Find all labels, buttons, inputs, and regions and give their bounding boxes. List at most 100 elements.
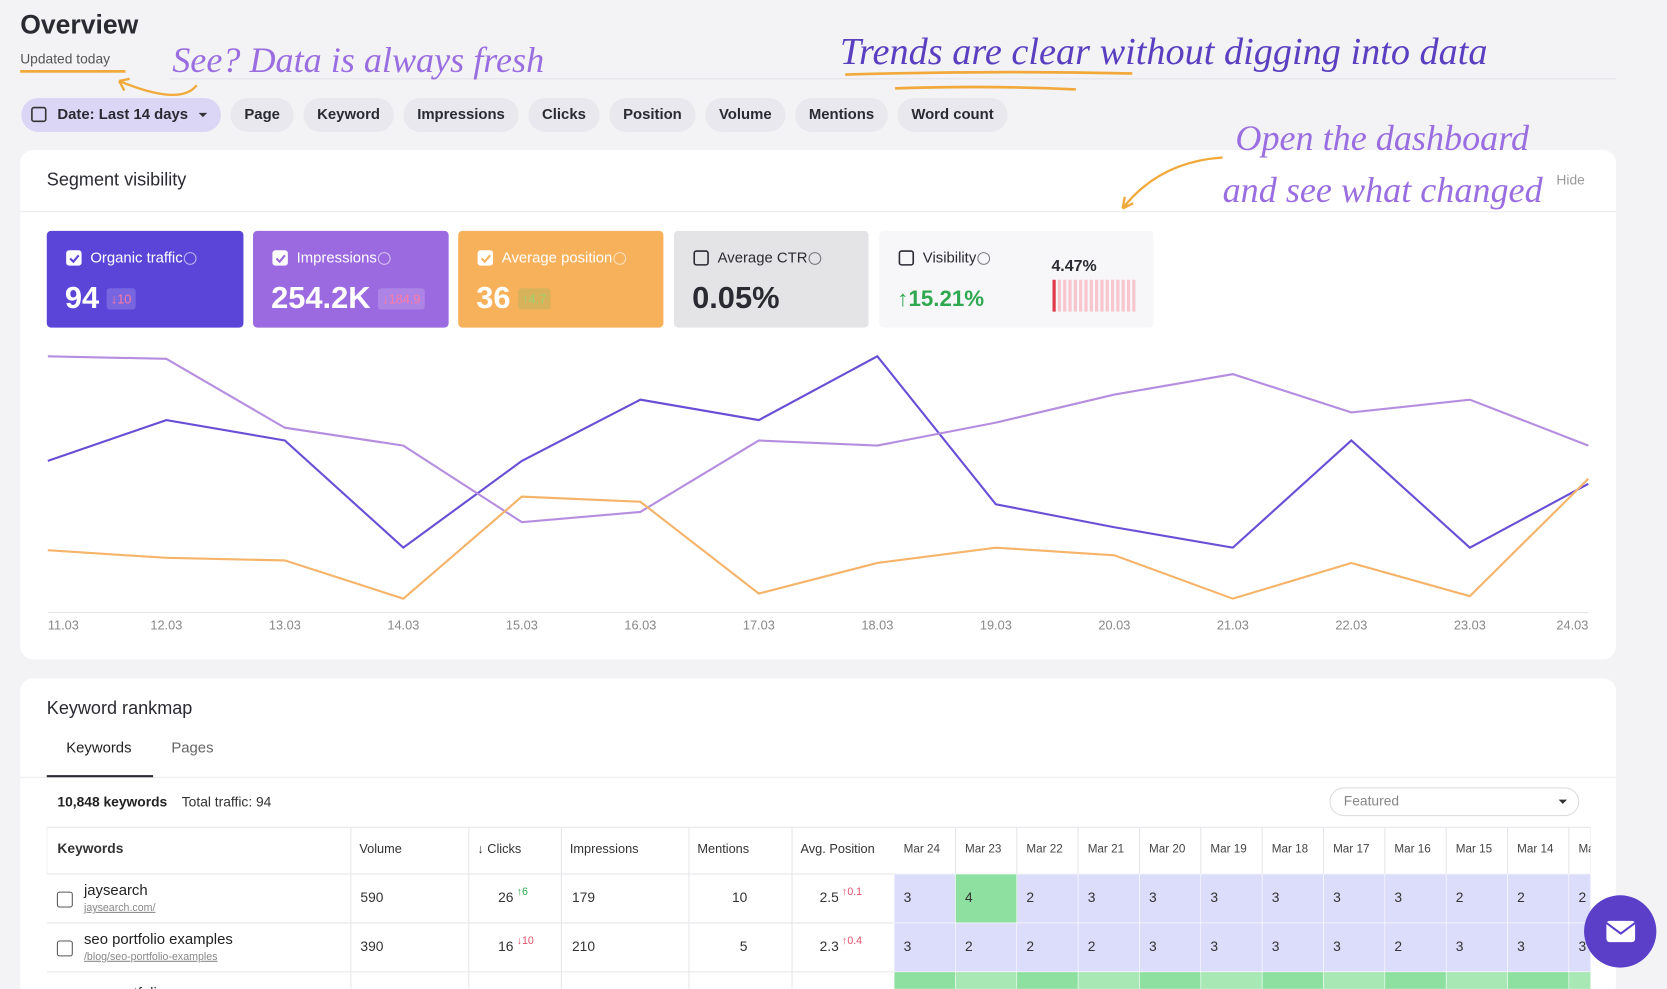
table: Keywords Volume ↓ Clicks Impressions Mention…	[46, 826, 1595, 989]
rank-value: 3	[1394, 889, 1402, 905]
checkbox[interactable]	[56, 891, 73, 908]
rank-value: 3	[1210, 938, 1218, 954]
checkbox[interactable]	[272, 250, 288, 266]
rank-value: 3	[1272, 938, 1280, 954]
x-tick-label: 22.03	[1335, 618, 1367, 633]
series-line	[47, 478, 1590, 600]
rank-value: 2	[1026, 938, 1034, 954]
sparkbar	[1073, 279, 1077, 312]
rank-cell	[1200, 922, 1263, 973]
rank-value: 3	[1333, 938, 1341, 954]
column-header[interactable]: Volume	[359, 841, 402, 856]
rank-cell	[1384, 971, 1447, 989]
filter-chip[interactable]	[21, 97, 222, 132]
delta-badge	[518, 288, 551, 310]
rank-value: 2	[1394, 938, 1402, 954]
date-header: Mar 17	[1333, 843, 1369, 856]
keyword[interactable]: seo portfolio examples	[84, 932, 233, 948]
filter-label: Date: Last 14 days	[57, 107, 188, 123]
date-header: Mar 24	[904, 843, 941, 856]
column-header[interactable]: Mentions	[697, 841, 749, 856]
filter-chip[interactable]	[303, 97, 394, 132]
cell: 590	[360, 889, 383, 905]
rank-value: 3	[1272, 889, 1280, 905]
checkbox[interactable]	[693, 250, 709, 266]
sort-label: Featured	[1344, 792, 1399, 808]
metric-card[interactable]	[458, 230, 664, 328]
filter-chip[interactable]	[795, 97, 888, 132]
column-header[interactable]: Keywords	[57, 840, 123, 856]
rank-value: 3	[1149, 889, 1157, 905]
chart: 11.03 12.03 13.03 14.03 15.03 16.03 17.03 18.03…	[47, 354, 1590, 633]
filter-chip[interactable]	[528, 97, 600, 132]
rank-value: 2	[965, 938, 973, 954]
filter-chip[interactable]	[403, 97, 519, 132]
rank-cell	[1445, 922, 1508, 973]
metric-label: Average CTR	[718, 250, 808, 266]
metric-label: Average position	[502, 250, 613, 266]
hide-toggle[interactable]: Hide	[1556, 172, 1585, 188]
card-title: Keyword rankmap	[47, 698, 193, 718]
keyword-url[interactable]: jaysearch.com/	[83, 902, 155, 914]
metric-delta: ↓184.9	[382, 291, 420, 306]
help-icon	[377, 252, 391, 265]
x-tick-label: 19.03	[980, 618, 1012, 633]
keyword[interactable]: seo portfolio	[84, 986, 165, 989]
cell-delta: ↑0.1	[842, 886, 862, 898]
keyword-url[interactable]: /blog/seo-portfolio-examples	[84, 951, 217, 963]
rank-value: 3	[1333, 889, 1341, 905]
cell-delta: ↑0.4	[842, 935, 862, 947]
annotation: See? Data is always fresh	[172, 40, 544, 80]
cell: 5	[740, 938, 748, 954]
checkbox[interactable]	[477, 250, 494, 266]
help-icon	[977, 252, 991, 265]
sparkbar	[1079, 279, 1083, 312]
tab[interactable]: Pages	[171, 741, 213, 757]
rank-cell	[1445, 873, 1508, 924]
checkbox[interactable]	[66, 250, 82, 266]
annotation: and see what changed	[1223, 170, 1544, 210]
metric-value: 94	[65, 280, 99, 315]
metric-value: ↑15.21%	[897, 286, 984, 311]
annotation: Trends are clear without digging into da…	[840, 31, 1488, 73]
checkbox[interactable]	[898, 250, 915, 266]
rank-cell	[955, 971, 1018, 989]
cell: 2.3	[820, 938, 840, 954]
metric-delta: ↑4.7	[522, 291, 546, 306]
filter-bar: Date: Last 14 days Page Keyword Impressions…	[21, 97, 1008, 132]
filter-chip[interactable]	[609, 97, 696, 132]
metrics: Organic traffic 94 ↓10 Impressions 254.2K ↓18…	[46, 230, 1154, 328]
filter-chip[interactable]	[230, 97, 294, 132]
tab[interactable]: Keywords	[66, 741, 131, 757]
date-header: Mar 22	[1026, 843, 1062, 856]
checkbox[interactable]	[56, 940, 73, 957]
column-header[interactable]: Impressions	[570, 841, 639, 856]
filter-label: Volume	[719, 107, 772, 123]
filter-chip[interactable]	[897, 97, 1008, 132]
rank-cell	[955, 922, 1018, 973]
cell: 16	[498, 938, 514, 954]
sort-dropdown[interactable]	[1329, 787, 1580, 817]
metric-card[interactable]	[253, 230, 449, 328]
keyword[interactable]: jaysearch	[83, 883, 148, 899]
cell-delta: ↓10	[517, 935, 534, 947]
metric-card[interactable]	[879, 230, 1154, 328]
sparkbar	[1126, 279, 1131, 312]
annotation: Open the dashboard	[1235, 118, 1530, 158]
sparkbar	[1100, 279, 1104, 312]
rank-value: 3	[904, 938, 912, 954]
filter-chip[interactable]	[705, 97, 786, 132]
column-header[interactable]: Avg. Position	[801, 841, 875, 856]
x-tick-label: 18.03	[861, 618, 893, 633]
rank-cell	[893, 971, 956, 989]
sparkbar	[1121, 279, 1125, 312]
date-header: Mar 23	[965, 843, 1001, 856]
x-tick-label: 11.03	[48, 618, 79, 633]
date-header: Ma	[1578, 843, 1595, 856]
column-header[interactable]: ↓ Clicks	[477, 841, 521, 856]
card	[20, 150, 1616, 660]
rank-cell	[1016, 971, 1079, 989]
x-tick-label: 14.03	[387, 618, 419, 633]
keyword-count: 10,848 keywords	[57, 793, 167, 809]
